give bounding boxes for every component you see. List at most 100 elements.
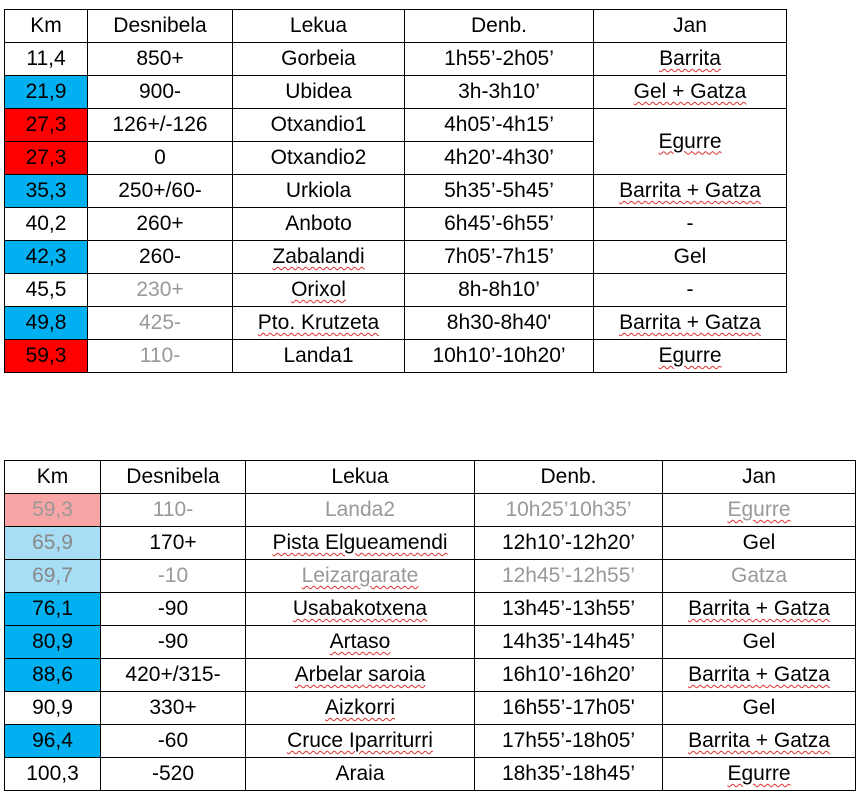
table-row: 88,6 420+/315- Arbelar saroia 16h10’-16h… (4, 658, 856, 692)
denb-cell: 16h55’-17h05' (474, 691, 663, 725)
denb-cell: 5h35’-5h45’ (404, 174, 594, 208)
denb-cell: 17h55’-18h05’ (474, 724, 663, 758)
denb-cell: 18h35’-18h45’ (474, 757, 663, 791)
table-row: 96,4 -60 Cruce Iparriturri 17h55’-18h05’… (4, 724, 856, 758)
table-row: 21,9 900- Ubidea 3h-3h10’ Gel + Gatza (4, 75, 787, 109)
jan-cell: Egurre (593, 108, 787, 175)
table-row: 65,9 170+ Pista Elgueamendi 12h10’-12h20… (4, 526, 856, 560)
denb-cell: 1h55’-2h05’ (404, 42, 594, 76)
desnibela-cell: 850+ (87, 42, 233, 76)
desnibela-cell: 260+ (87, 207, 233, 241)
header-jan: Jan (662, 460, 856, 494)
desnibela-cell: 110- (100, 493, 246, 527)
denb-cell: 4h05’-4h15’ (404, 108, 594, 142)
lekua-text: Aizkorri (324, 696, 395, 719)
jan-cell: Barrita + Gatza (593, 306, 787, 340)
lekua-cell: Ubidea (232, 75, 405, 109)
desnibela-cell: -10 (100, 559, 246, 593)
desnibela-cell: 0 (87, 141, 233, 175)
table-row: 45,5 230+ Orixol 8h-8h10’ - (4, 273, 787, 307)
jan-text: Barrita + Gatza (688, 597, 830, 620)
lekua-cell: Artaso (245, 625, 475, 659)
jan-text: Barrita + Gatza (619, 311, 761, 334)
lekua-cell: Arbelar saroia (245, 658, 475, 692)
header-km: Km (4, 460, 101, 494)
jan-text: Gel + Gatza (633, 80, 747, 103)
jan-cell: Barrita + Gatza (662, 592, 856, 626)
jan-cell: Gel (593, 240, 787, 274)
desnibela-cell: 900- (87, 75, 233, 109)
jan-text: Barrita + Gatza (688, 663, 830, 686)
jan-cell: Barrita + Gatza (662, 658, 856, 692)
schedule-table-1: Km Desnibela Lekua Denb. Jan 11,4 850+ G… (4, 9, 787, 373)
desnibela-cell: 260- (87, 240, 233, 274)
table-row: 59,3 110- Landa1 10h10’-10h20’ Egurre (4, 339, 787, 373)
km-cell: 90,9 (4, 691, 101, 725)
km-cell: 59,3 (4, 493, 101, 527)
km-cell: 27,3 (4, 141, 88, 175)
table-row: 27,3 0 Otxandio2 4h20’-4h30’ (4, 141, 787, 175)
desnibela-cell: -60 (100, 724, 246, 758)
lekua-text: Arbelar saroia (294, 663, 426, 686)
lekua-text: Leizargarate (301, 564, 419, 587)
km-cell: 59,3 (4, 339, 88, 373)
jan-cell: - (593, 273, 787, 307)
km-cell: 100,3 (4, 757, 101, 791)
table-row: 49,8 425- Pto. Krutzeta 8h30-8h40' Barri… (4, 306, 787, 340)
denb-cell: 10h10’-10h20’ (404, 339, 594, 373)
lekua-text: Pto. Krutzeta (257, 311, 380, 334)
km-cell: 11,4 (4, 42, 88, 76)
km-cell: 42,3 (4, 240, 88, 274)
table-row: 42,3 260- Zabalandi 7h05’-7h15’ Gel (4, 240, 787, 274)
table-row: 11,4 850+ Gorbeia 1h55’-2h05’ Barrita (4, 42, 787, 76)
lekua-cell: Cruce Iparriturri (245, 724, 475, 758)
table-row: 90,9 330+ Aizkorri 16h55’-17h05' Gel (4, 691, 856, 725)
header-row: Km Desnibela Lekua Denb. Jan (4, 9, 787, 43)
lekua-text: Pista Elgueamendi (272, 531, 448, 554)
header-denb: Denb. (474, 460, 663, 494)
header-km: Km (4, 9, 88, 43)
lekua-text: Orixol (291, 278, 346, 301)
jan-text: Barrita + Gatza (688, 729, 830, 752)
lekua-cell: Gorbeia (232, 42, 405, 76)
km-cell: 35,3 (4, 174, 88, 208)
km-cell: 80,9 (4, 625, 101, 659)
desnibela-cell: 250+/60- (87, 174, 233, 208)
lekua-cell: Pista Elgueamendi (245, 526, 475, 560)
jan-text: Barrita (659, 47, 721, 70)
jan-cell: Egurre (662, 493, 856, 527)
desnibela-cell: 170+ (100, 526, 246, 560)
desnibela-cell: 126+/-126 (87, 108, 233, 142)
jan-cell: Egurre (662, 757, 856, 791)
table-row: 27,3 126+/-126 Otxandio1 4h05’-4h15’ Egu… (4, 108, 787, 175)
lekua-cell: Pto. Krutzeta (232, 306, 405, 340)
desnibela-cell: 420+/315- (100, 658, 246, 692)
jan-cell: Gel (662, 691, 856, 725)
denb-cell: 16h10’-16h20’ (474, 658, 663, 692)
jan-text: Egurre (658, 344, 722, 367)
lekua-cell: Landa1 (232, 339, 405, 373)
lekua-cell: Araia (245, 757, 475, 791)
table-row: 40,2 260+ Anboto 6h45’-6h55’ - (4, 207, 787, 241)
km-cell: 27,3 (4, 108, 88, 142)
km-cell: 45,5 (4, 273, 88, 307)
lekua-cell: Leizargarate (245, 559, 475, 593)
jan-cell: Gel (662, 526, 856, 560)
header-row: Km Desnibela Lekua Denb. Jan (4, 460, 856, 494)
jan-text: Egurre (658, 129, 722, 153)
lekua-text: Cruce Iparriturri (287, 729, 433, 752)
denb-cell: 14h35’-14h45’ (474, 625, 663, 659)
jan-text: Egurre (727, 762, 791, 785)
lekua-text: Artaso (329, 630, 391, 653)
jan-cell: Gatza (662, 559, 856, 593)
table-row: 69,7 -10 Leizargarate 12h45’-12h55’ Gatz… (4, 559, 856, 593)
schedule-table-2: Km Desnibela Lekua Denb. Jan 59,3 110- L… (4, 460, 856, 791)
jan-cell: Egurre (593, 339, 787, 373)
lekua-cell: Zabalandi (232, 240, 405, 274)
lekua-cell: Anboto (232, 207, 405, 241)
desnibela-cell: 110- (87, 339, 233, 373)
jan-text: Barrita + Gatza (619, 179, 761, 202)
km-cell: 65,9 (4, 526, 101, 560)
denb-cell: 8h-8h10’ (404, 273, 594, 307)
jan-cell: Barrita + Gatza (593, 174, 787, 208)
